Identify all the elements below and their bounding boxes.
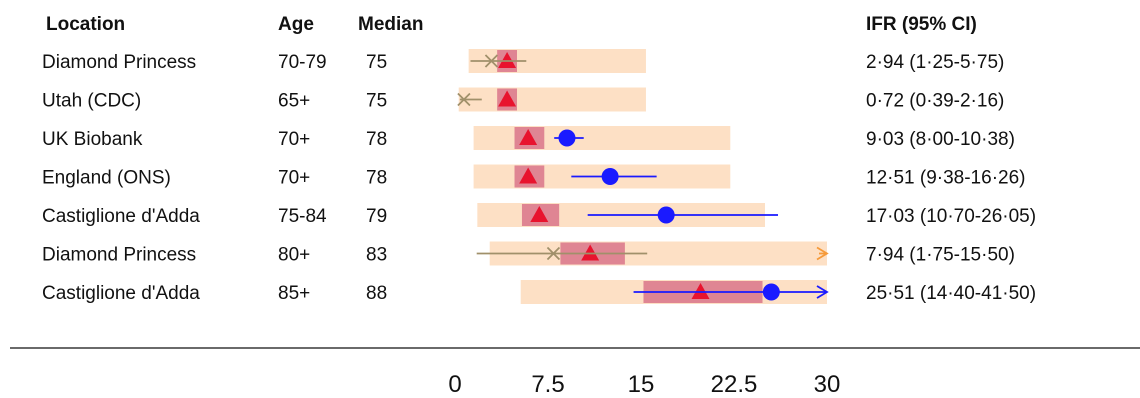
x-tick-label: 30 — [814, 371, 841, 398]
estimate-dot — [601, 168, 619, 185]
cell-location: England (ONS) — [42, 168, 171, 189]
row: UK Biobank 70+ 78 9·03 (8·00-10·38) — [42, 126, 1015, 150]
estimate-cross — [457, 92, 471, 107]
cell-ifr: 12·51 (9·38-16·26) — [866, 168, 1025, 189]
predicted-triangle — [530, 206, 549, 222]
cell-median: 75 — [366, 91, 387, 112]
predicted-triangle — [498, 90, 517, 107]
ci-arrow — [816, 285, 829, 299]
cell-ifr: 2·94 (1·25-5·75) — [866, 52, 1004, 73]
cell-median: 78 — [366, 168, 387, 189]
x-axis: 0 7.5 15 22.5 30 — [10, 347, 1140, 398]
cell-age: 75-84 — [278, 206, 327, 227]
estimate-dot — [657, 206, 675, 224]
cell-location: Castiglione d'Adda — [42, 283, 200, 304]
estimate-dot — [762, 283, 780, 301]
cell-ifr: 9·03 (8·00-10·38) — [866, 129, 1015, 150]
estimate-cross — [484, 54, 499, 68]
x-tick-label: 0 — [448, 371, 461, 398]
predicted-triangle — [519, 129, 538, 145]
x-tick-label: 22.5 — [711, 371, 758, 398]
predicted-triangle — [581, 244, 600, 261]
row: Diamond Princess 70-79 75 2·94 (1·25-5·75) — [42, 49, 1004, 73]
cell-location: Castiglione d'Adda — [42, 206, 200, 227]
cell-location: Utah (CDC) — [42, 91, 141, 112]
range-band — [473, 126, 731, 150]
cell-median: 79 — [366, 206, 387, 227]
predicted-triangle — [691, 283, 710, 299]
cell-location: Diamond Princess — [42, 52, 196, 73]
row: Castiglione d'Adda 85+ 88 25·51 (14·40-41·5… — [42, 280, 1036, 304]
row: Diamond Princess 80+ 83 7·94 (1·75-15·50) — [42, 241, 1015, 266]
rows: Diamond Princess 70-79 75 2·94 (1·25-5·75) U… — [42, 49, 1036, 304]
cell-location: Diamond Princess — [42, 245, 196, 266]
x-tick-label: 15 — [628, 371, 655, 398]
estimate-dot — [558, 129, 576, 147]
header-location: Location — [46, 14, 125, 35]
cell-median: 75 — [366, 52, 387, 73]
header-median: Median — [358, 14, 423, 35]
header-ifr: IFR (95% CI) — [866, 14, 977, 35]
estimate-cross — [546, 246, 561, 261]
cell-age: 70-79 — [278, 52, 327, 73]
range-band — [458, 87, 646, 112]
row: Utah (CDC) 65+ 75 0·72 (0·39-2·16) — [42, 87, 1004, 112]
column-headers: Location Age Median IFR (95% CI) — [46, 14, 977, 35]
cell-age: 80+ — [278, 245, 310, 266]
cell-median: 83 — [366, 245, 387, 266]
row: England (ONS) 70+ 78 12·51 (9·38-16·26) — [42, 164, 1025, 189]
cell-ifr: 25·51 (14·40-41·50) — [866, 283, 1036, 304]
cell-ifr: 17·03 (10·70-26·05) — [866, 206, 1036, 227]
cell-age: 65+ — [278, 91, 310, 112]
x-tick-label: 7.5 — [531, 371, 564, 398]
cell-age: 85+ — [278, 283, 310, 304]
row: Castiglione d'Adda 75-84 79 17·03 (10·70-26… — [42, 203, 1036, 227]
cell-ifr: 7·94 (1·75-15·50) — [866, 245, 1015, 266]
predicted-triangle — [498, 52, 517, 68]
predicted-triangle — [519, 167, 538, 184]
cell-age: 70+ — [278, 168, 310, 189]
cell-location: UK Biobank — [42, 129, 143, 150]
cell-age: 70+ — [278, 129, 310, 150]
cell-median: 78 — [366, 129, 387, 150]
header-age: Age — [278, 14, 314, 35]
cell-median: 88 — [366, 283, 387, 304]
cell-ifr: 0·72 (0·39-2·16) — [866, 91, 1004, 112]
